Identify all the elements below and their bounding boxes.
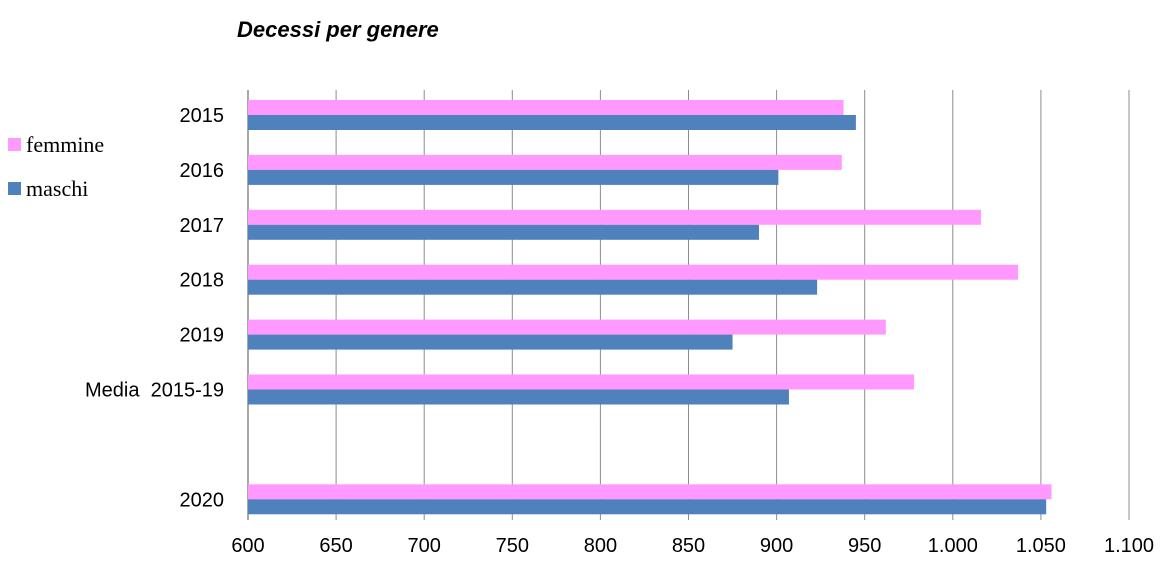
chart-title: Decessi per genere — [237, 17, 439, 42]
x-tick-label: 1.000 — [928, 535, 978, 557]
category-label: 2017 — [180, 215, 225, 237]
x-tick-label: 900 — [760, 535, 793, 557]
bar-femmine — [248, 264, 1018, 280]
x-tick-label: 650 — [319, 535, 352, 557]
bar-maschi — [248, 279, 818, 295]
category-label: 2018 — [180, 270, 225, 292]
category-label: 2015 — [180, 105, 225, 127]
bar-femmine — [248, 209, 981, 225]
x-tick-label: 950 — [848, 535, 881, 557]
x-tick-label: 850 — [672, 535, 705, 557]
category-label: 2016 — [180, 160, 225, 182]
bar-femmine — [248, 374, 915, 390]
bar-maschi — [248, 224, 759, 240]
legend: femmine maschi — [8, 132, 104, 201]
x-tick-labels: 600 650 700 750 800 850 900 950 1.000 1.050 1.100 — [231, 535, 1154, 557]
category-labels: 2015 2016 2017 2018 2019 Media 2015-19 2020 — [85, 105, 224, 511]
x-tick-label: 600 — [231, 535, 264, 557]
legend-label: maschi — [26, 176, 88, 201]
bar-maschi — [248, 169, 779, 185]
x-tick-label: 700 — [408, 535, 441, 557]
legend-label: femmine — [26, 132, 104, 157]
legend-swatch — [8, 182, 21, 195]
bar-femmine — [248, 319, 886, 335]
bars — [248, 100, 1052, 515]
bar-maschi — [248, 499, 1047, 515]
category-label: Media 2015-19 — [85, 380, 224, 402]
x-tick-label: 800 — [584, 535, 617, 557]
category-label: 2020 — [180, 489, 225, 511]
category-label: 2019 — [180, 325, 225, 347]
bar-femmine — [248, 484, 1052, 500]
bar-maschi — [248, 115, 856, 130]
x-tick-label: 1.050 — [1016, 535, 1066, 557]
bar-maschi — [248, 389, 789, 405]
bar-femmine — [248, 100, 844, 115]
bar-maschi — [248, 334, 733, 350]
gridlines — [247, 90, 1130, 520]
x-tick-label: 1.100 — [1104, 535, 1154, 557]
x-tick-label: 750 — [496, 535, 529, 557]
legend-swatch — [8, 138, 21, 151]
bar-femmine — [248, 154, 842, 170]
